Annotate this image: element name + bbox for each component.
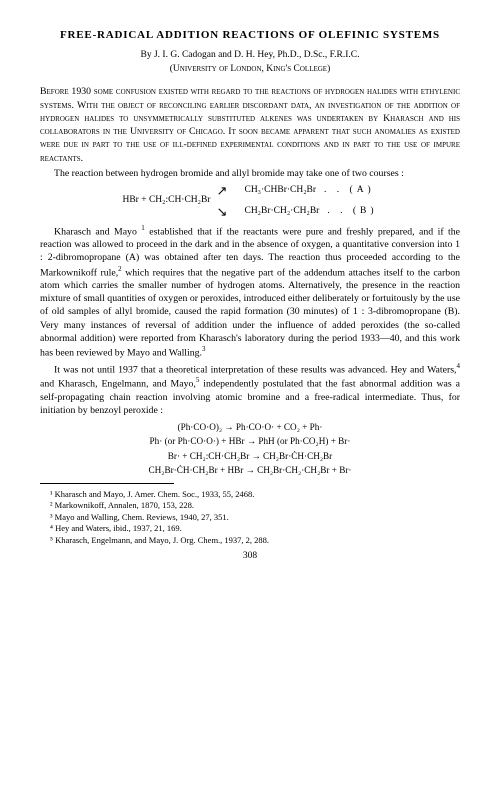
paper-title: FREE-RADICAL ADDITION REACTIONS OF OLEFI… <box>40 28 460 43</box>
mech-line-2: Ph· (or Ph·CO·O·) + HBr → PhH (or Ph·CO₂… <box>40 435 460 447</box>
page-number: 308 <box>40 550 460 563</box>
para3a: Kharasch and Mayo <box>54 226 141 237</box>
mech-line-3: Br· + CH₂:CH·CH₂Br → CH₂Br·ĊH·CH₂Br <box>40 450 460 462</box>
scheme-reactant: HBr + CH₂:CH·CH₂Br <box>122 194 210 207</box>
paragraph-3: Kharasch and Mayo 1 established that if … <box>40 224 460 360</box>
paragraph-4: It was not until 1937 that a theoretical… <box>40 362 460 417</box>
ref-4: 4 <box>457 362 461 370</box>
product-b-line: CH₂Br·CH₂·CH₂Br . . (B) <box>244 205 377 218</box>
branch-arrows: ↗ ↘ <box>216 186 244 216</box>
product-b: CH₂Br·CH₂·CH₂Br <box>244 205 319 218</box>
footnote-3: ³ Mayo and Walling, Chem. Reviews, 1940,… <box>40 512 460 523</box>
paper-authors: By J. I. G. Cadogan and D. H. Hey, Ph.D.… <box>40 49 460 62</box>
affiliation-text: (University of London, King's College) <box>170 64 331 74</box>
product-a-line: CH₃·CHBr·CH₂Br . . (A) <box>244 184 377 197</box>
reaction-scheme: HBr + CH₂:CH·CH₂Br ↗ ↘ CH₃·CHBr·CH₂Br . … <box>40 184 460 218</box>
ref-3: 3 <box>202 345 206 353</box>
footnote-1: ¹ Kharasch and Mayo, J. Amer. Chem. Soc.… <box>40 489 460 500</box>
footnotes: ¹ Kharasch and Mayo, J. Amer. Chem. Soc.… <box>40 489 460 546</box>
arrow-up-icon: ↗ <box>216 184 227 197</box>
mechanism-block: (Ph·CO·O)₂ → Ph·CO·O· + CO₂ + Ph· Ph· (o… <box>40 421 460 477</box>
label-b: . . (B) <box>327 205 377 218</box>
paper-affiliation: (University of London, King's College) <box>40 63 460 76</box>
para4b: and Kharasch, Engelmann, and Mayo, <box>40 378 196 389</box>
footnote-2: ² Markownikoff, Annalen, 1870, 153, 228. <box>40 500 460 511</box>
mech-line-1: (Ph·CO·O)₂ → Ph·CO·O· + CO₂ + Ph· <box>40 421 460 433</box>
para1-text: Before 1930 some confusion existed with … <box>40 86 460 163</box>
para4a: It was not until 1937 that a theoretical… <box>54 364 457 375</box>
mech-line-4: CH₂Br·ĊH·CH₂Br + HBr → CH₂Br·CH₂·CH₂Br +… <box>40 464 460 476</box>
paragraph-1: Before 1930 some confusion existed with … <box>40 85 460 164</box>
paragraph-2: The reaction between hydrogen bromide an… <box>40 167 460 180</box>
product-a: CH₃·CHBr·CH₂Br <box>244 184 316 197</box>
footnote-5: ⁵ Kharasch, Engelmann, and Mayo, J. Org.… <box>40 535 460 546</box>
scheme-products: CH₃·CHBr·CH₂Br . . (A) CH₂Br·CH₂·CH₂Br .… <box>244 184 377 218</box>
arrow-down-icon: ↘ <box>216 205 227 218</box>
footnote-rule <box>40 483 174 487</box>
footnote-4: ⁴ Hey and Waters, ibid., 1937, 21, 169. <box>40 523 460 534</box>
para3c: which requires that the negative part of… <box>40 267 460 359</box>
authors-text: By J. I. G. Cadogan and D. H. Hey, Ph.D.… <box>141 50 360 60</box>
label-a: . . (A) <box>324 184 375 197</box>
